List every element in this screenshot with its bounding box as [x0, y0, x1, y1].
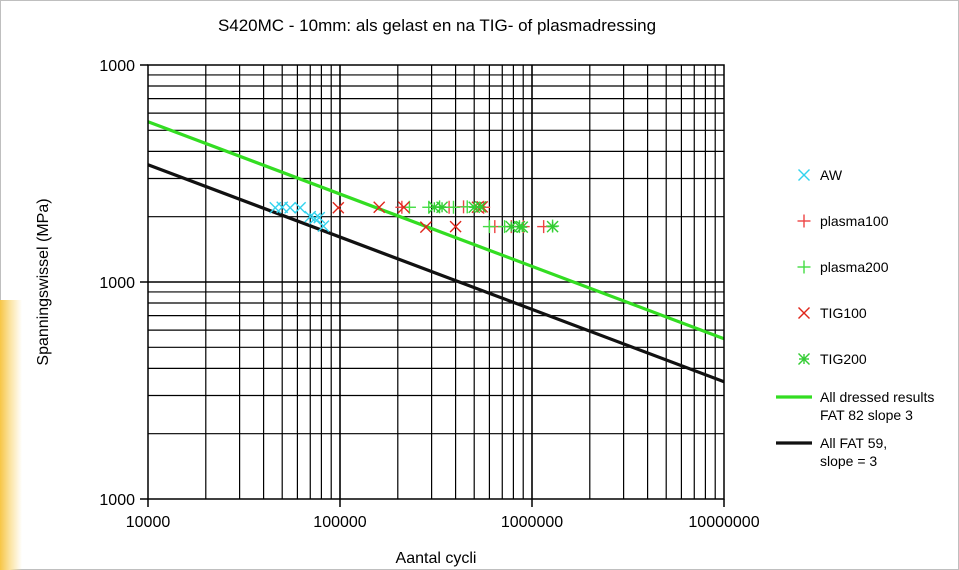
y-tick-label: 1000 — [99, 492, 135, 509]
legend-label-aw: AW — [820, 167, 843, 183]
reference-line-1 — [147, 120, 725, 341]
legend-label-plasma100: plasma100 — [820, 213, 889, 229]
marker-plasma200 — [446, 200, 460, 214]
x-axis-ticks: 10000 100000 1000000 10000000 — [126, 499, 760, 531]
marker-tig200 — [474, 200, 487, 213]
marker-tig100 — [419, 221, 432, 234]
decorative-edge-glow — [0, 300, 22, 570]
marker-tig100 — [397, 201, 410, 214]
marker-aw — [317, 220, 330, 233]
data-markers — [269, 200, 560, 234]
y-axis-ticks: 1000 1000 1000 — [99, 58, 148, 509]
grid — [148, 65, 724, 499]
x-tick-label: 10000000 — [688, 514, 759, 531]
y-axis-label: Spanningswissel (MPa) — [35, 198, 52, 365]
marker-tig200 — [546, 220, 559, 233]
chart-title: S420MC - 10mm: als gelast en na TIG- of … — [218, 16, 656, 35]
y-tick-label: 1000 — [99, 58, 135, 75]
y-tick-label: 1000 — [99, 275, 135, 292]
marker-tig200 — [436, 201, 449, 214]
legend-marker-tig200 — [798, 353, 810, 365]
legend-line-label-2: slope = 3 — [820, 453, 877, 469]
marker-aw — [284, 201, 297, 214]
legend-marker-plasma100 — [797, 214, 811, 228]
marker-tig100 — [449, 220, 462, 233]
legend-label-tig200: TIG200 — [820, 351, 867, 367]
marker-tig200 — [516, 221, 529, 234]
marker-tig100 — [373, 201, 386, 214]
legend-label-tig100: TIG100 — [820, 305, 867, 321]
x-tick-label: 100000 — [313, 514, 366, 531]
marker-plasma200 — [482, 220, 496, 234]
legend-marker-plasma200 — [797, 260, 811, 274]
legend-label-plasma200: plasma200 — [820, 259, 889, 275]
marker-aw — [308, 212, 321, 225]
legend-line-label-2: All FAT 59, — [820, 435, 887, 451]
marker-aw — [294, 201, 307, 214]
reference-line-2 — [147, 163, 725, 384]
marker-plasma200 — [402, 200, 416, 214]
x-tick-label: 10000 — [126, 514, 171, 531]
marker-aw — [313, 211, 326, 224]
legend-line-label-1: All dressed results — [820, 389, 934, 405]
x-axis-label: Aantal cycli — [396, 550, 477, 567]
marker-tig100 — [332, 201, 345, 214]
legend-line-label-1: FAT 82 slope 3 — [820, 407, 913, 423]
legend-marker-aw — [798, 169, 810, 181]
x-tick-label: 1000000 — [501, 514, 563, 531]
legend: AW plasma100 plasma200 TIG100 TIG200 All dres… — [776, 167, 934, 469]
legend-marker-tig100 — [798, 307, 810, 319]
reference-lines — [147, 120, 725, 384]
